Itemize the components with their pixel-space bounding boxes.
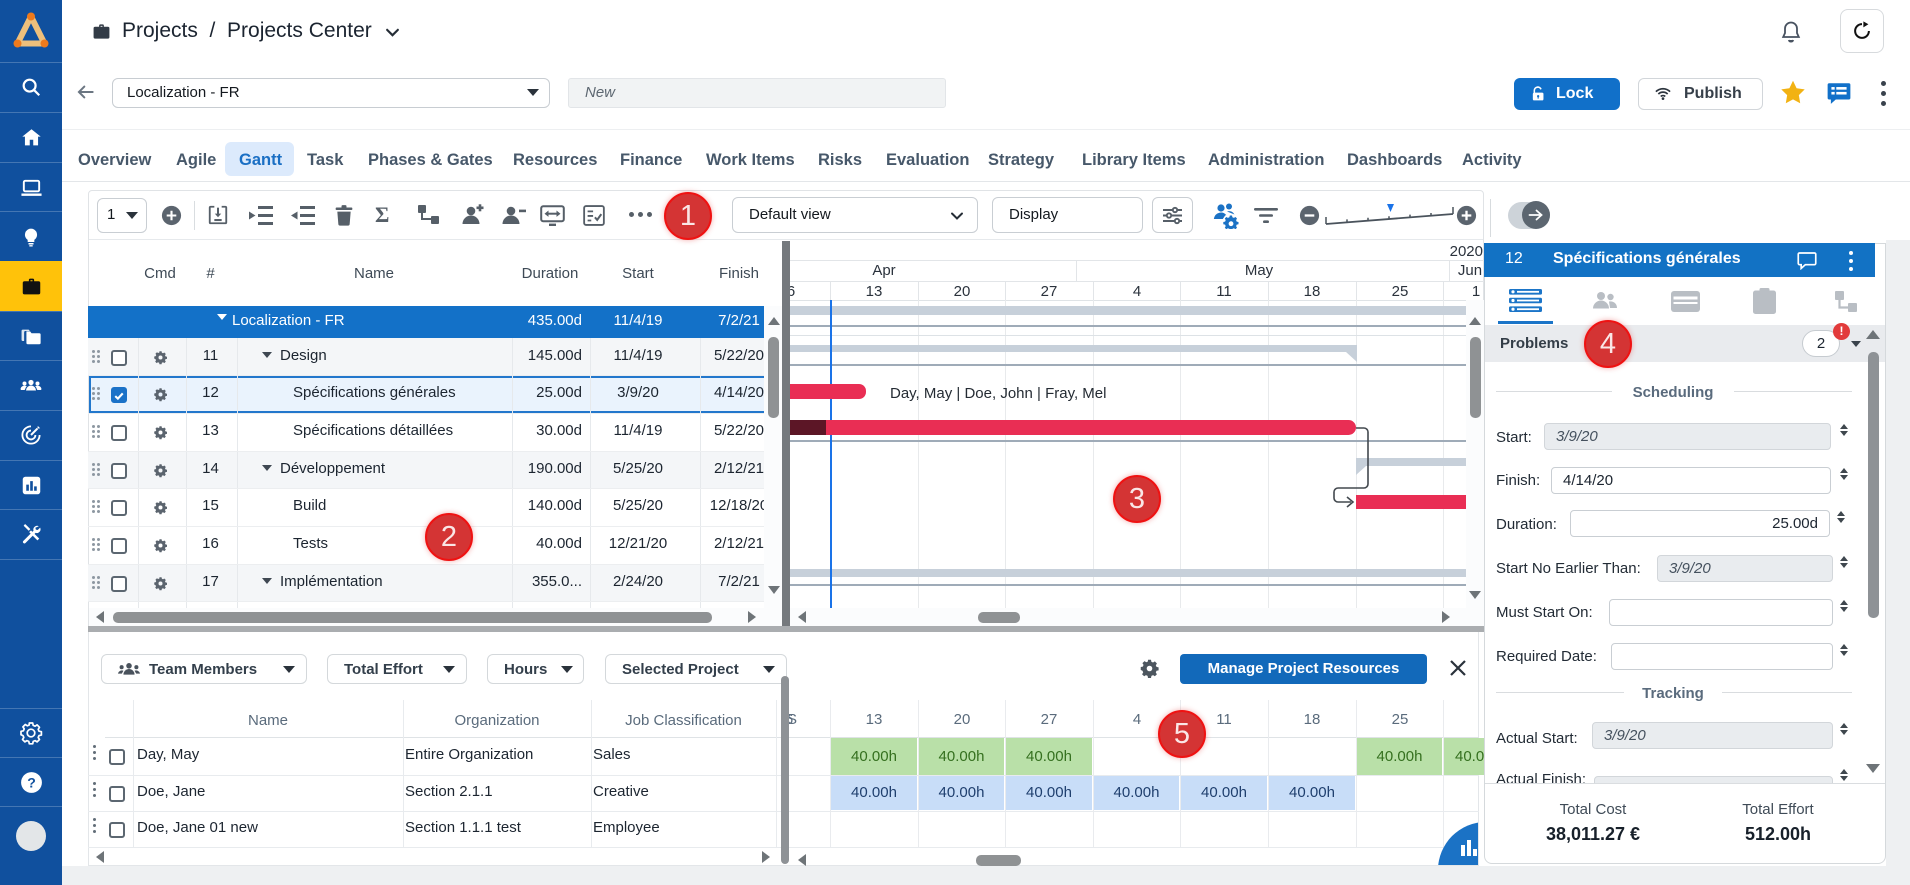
svg-text:?: ? [27,774,36,790]
